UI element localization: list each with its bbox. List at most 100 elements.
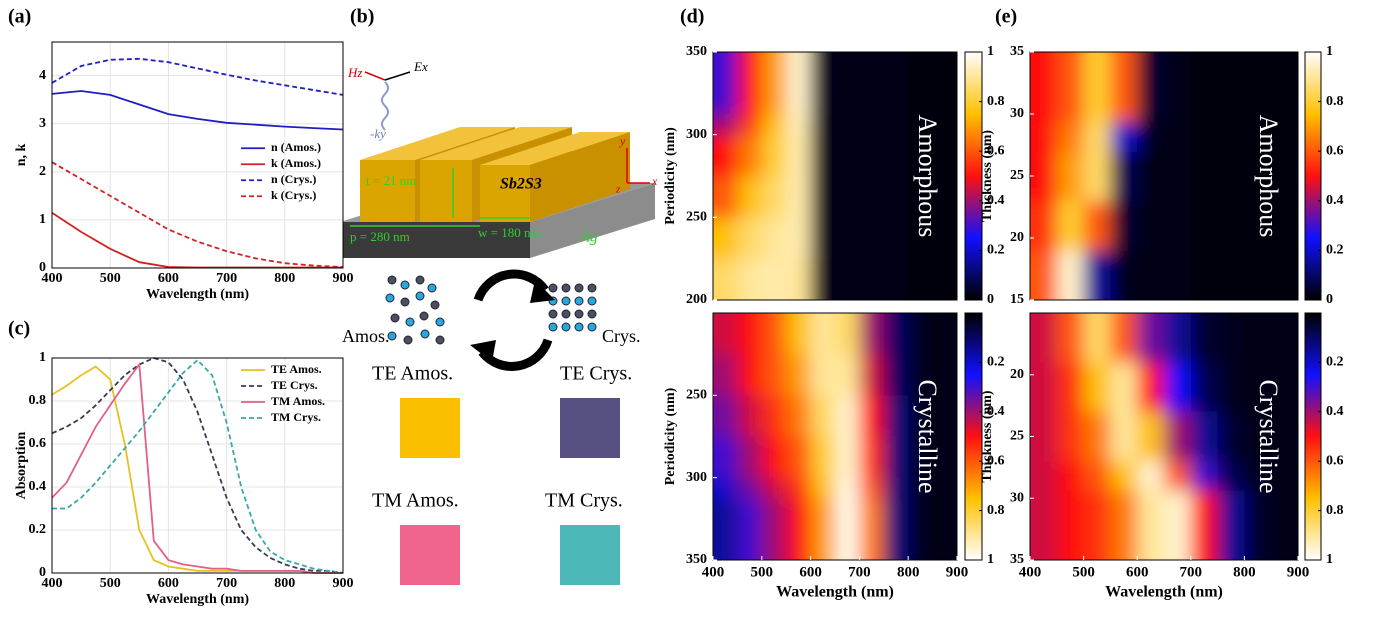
heatmap-cell — [762, 32, 787, 114]
heatmap-cell — [1218, 32, 1245, 122]
heatmap-cell — [1137, 362, 1164, 412]
colorbar-tick-label: 0.8 — [1326, 503, 1344, 518]
colorbar-tick-label: 0.8 — [1326, 94, 1344, 109]
x-tick-label: 800 — [1233, 564, 1256, 580]
heatmap-cell — [737, 217, 762, 259]
heatmap-cell — [1164, 32, 1191, 122]
heatmap-cell — [835, 354, 860, 396]
heatmap-cell — [786, 135, 811, 177]
panel-label: (a) — [8, 6, 31, 28]
heatmap-cell — [908, 32, 933, 114]
y-axis-label: n, k — [14, 144, 29, 167]
legend-label: n (Amos.) — [271, 140, 321, 154]
heatmap-cell — [1164, 201, 1191, 251]
heatmap-cell — [786, 395, 811, 437]
material-label: Ag — [579, 229, 598, 246]
x-axis-label: Wavelength (nm) — [1105, 584, 1223, 601]
y-tick-label: 0.6 — [29, 436, 47, 451]
coord-label: x — [651, 174, 658, 188]
annotation: Amorphous — [913, 115, 942, 238]
colorbar-tick-label: 1 — [1326, 44, 1333, 59]
panel-label: (e) — [995, 6, 1017, 28]
legend-label: k (Crys.) — [271, 188, 316, 202]
y-tick-label: 15 — [1010, 292, 1024, 307]
panel: Crystalline250300350400500600700800900Wa… — [663, 293, 1004, 601]
heatmap-cell — [811, 217, 836, 259]
x-tick-label: 600 — [1126, 564, 1149, 580]
x-tick-label: 700 — [216, 271, 237, 286]
y-tick-label: 20 — [1010, 230, 1024, 245]
heatmap-cell — [762, 176, 787, 218]
colorbar-tick-label: 1 — [987, 552, 994, 567]
heatmap-cell — [811, 354, 836, 396]
field-label: Ex — [413, 59, 428, 74]
heatmap-cell — [1191, 362, 1218, 412]
h-arrow — [365, 72, 385, 80]
heatmap-cell — [859, 176, 884, 218]
lattice-amorphous — [386, 276, 444, 344]
y-tick-label: 3 — [39, 116, 46, 131]
panel-label: (d) — [680, 6, 704, 28]
annotation: Crystalline — [913, 379, 942, 493]
x-axis-label: Wavelength (nm) — [146, 287, 249, 302]
x-tick-label: 500 — [100, 576, 121, 591]
colorbar-tick-label: 0 — [987, 292, 994, 307]
lattice-crystal — [549, 284, 596, 331]
y-tick-label: 1 — [39, 212, 46, 227]
dim-label: p = 280 nm — [350, 229, 410, 244]
x-tick-label: 800 — [274, 271, 295, 286]
y-axis-label: Periodicity (nm) — [663, 127, 678, 225]
panel: (e)Amorphous1520253035Thickness (nm)00.2… — [980, 6, 1343, 321]
swatches: TE Amos.TE Crys.TM Amos.TM Crys. — [372, 363, 632, 585]
heatmap-cell — [1084, 362, 1111, 412]
heatmap-cell — [1218, 412, 1245, 462]
colorbar-tick-label: 0.2 — [987, 355, 1005, 370]
heatmap-cell — [1244, 32, 1271, 122]
material-label: Sb2S3 — [500, 176, 542, 193]
x-tick-label: 700 — [848, 564, 871, 580]
y-tick-label: 0.8 — [29, 393, 47, 408]
heatmap-cell — [786, 437, 811, 479]
heatmap-cell — [1084, 32, 1111, 122]
heatmap-cell — [1164, 151, 1191, 201]
heatmap-cell — [835, 437, 860, 479]
heatmap-cell — [835, 135, 860, 177]
colorbar-tick-label: 0.6 — [1326, 143, 1344, 158]
field-label: -ky — [370, 126, 386, 141]
x-tick-label: 800 — [897, 564, 920, 580]
heatmap-cell — [1218, 151, 1245, 201]
heatmap-cell — [762, 395, 787, 437]
swatch — [560, 398, 620, 458]
heatmap-cell — [1137, 201, 1164, 251]
x-tick-label: 900 — [946, 564, 969, 580]
heatmap-cell — [737, 32, 762, 114]
heatmap-cell — [762, 217, 787, 259]
heatmap-cell — [1110, 412, 1137, 462]
x-tick-label: 500 — [100, 271, 121, 286]
heatmap-cell — [1137, 32, 1164, 122]
colorbar-tick-label: 0.4 — [1326, 404, 1344, 419]
legend-label: TM Crys. — [271, 410, 321, 424]
heatmap-cell — [859, 437, 884, 479]
y-tick-label: 0 — [39, 565, 46, 580]
swatch-label: TM Crys. — [545, 490, 623, 512]
x-tick-label: 400 — [702, 564, 725, 580]
heatmap-cell — [1191, 201, 1218, 251]
heatmap-cell — [835, 32, 860, 114]
heatmap-cell — [737, 395, 762, 437]
coord-label: y — [619, 134, 626, 148]
panel: (a)40050060070080090001234n (Amos.)k (Am… — [8, 6, 354, 303]
heatmap-cell — [762, 354, 787, 396]
heatmap-cell — [811, 32, 836, 114]
y-tick-label: 30 — [1010, 490, 1024, 505]
heatmap-cell — [762, 437, 787, 479]
heatmap-cell — [737, 354, 762, 396]
heatmap-cell — [884, 135, 909, 177]
y-axis-label: Thickness (nm) — [980, 390, 995, 483]
colorbar-tick-label: 0 — [1326, 292, 1333, 307]
heatmap-cell — [737, 135, 762, 177]
y-tick-label: 250 — [686, 210, 707, 225]
coord-label: z — [615, 184, 621, 196]
